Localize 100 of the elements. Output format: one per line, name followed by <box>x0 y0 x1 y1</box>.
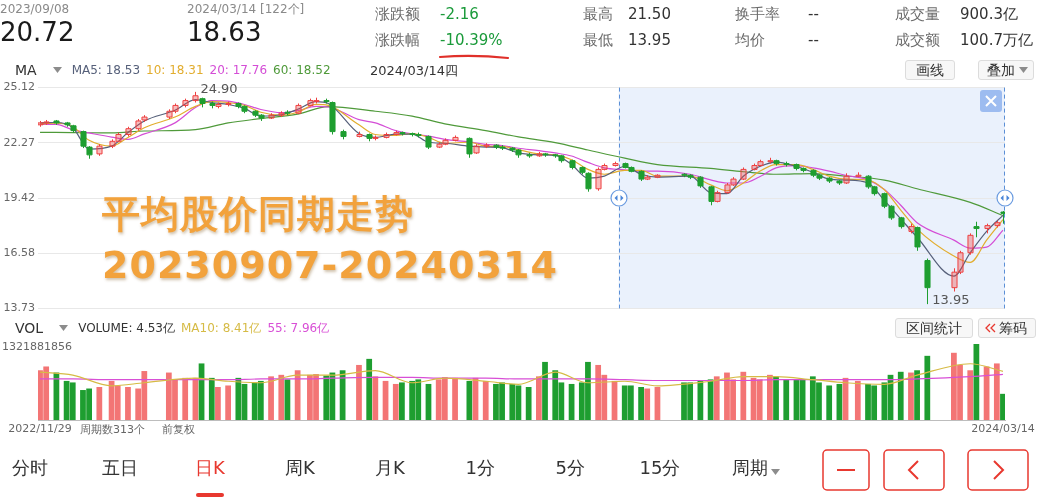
candlestick <box>526 152 533 159</box>
bar <box>740 371 747 420</box>
bar <box>399 382 405 420</box>
text: -2.16 <box>440 5 479 23</box>
annotation: 平均股价同期走势 <box>102 192 414 236</box>
candlestick <box>855 171 862 178</box>
text: 2024/03/14 [122个] <box>187 2 305 17</box>
candlestick <box>366 133 373 142</box>
bar <box>542 361 548 420</box>
candlestick <box>340 129 347 140</box>
candlestick <box>209 101 216 109</box>
text: 成交量 <box>895 5 940 23</box>
bar <box>908 372 914 420</box>
text: 20.72 <box>0 17 75 49</box>
x-tick-label: 2022/11/29 <box>8 422 72 436</box>
bar <box>482 380 489 420</box>
text: 换手率 <box>735 5 780 23</box>
text: MA5: 18.53 <box>71 63 141 77</box>
candlestick <box>967 232 974 256</box>
bar <box>1000 393 1005 420</box>
y-tick-label: 16.58 <box>3 246 35 260</box>
candlestick <box>483 142 490 149</box>
bar <box>914 370 920 420</box>
candlestick <box>773 159 780 167</box>
candlestick <box>994 220 1001 229</box>
candlestick <box>215 102 222 109</box>
text: 18.63 <box>187 17 262 49</box>
bar <box>924 355 931 420</box>
candlestick <box>924 258 931 305</box>
button: 区间统计 <box>895 318 973 338</box>
text: 周K <box>285 457 315 479</box>
candlestick <box>192 91 199 104</box>
annotation: 1321881856 <box>2 340 72 354</box>
annotation: 20230907-20240314 <box>102 243 558 287</box>
y-tick-label: 19.42 <box>3 190 35 204</box>
text: 周期数313个 <box>80 423 145 436</box>
bar <box>372 376 379 420</box>
series-label: 20: 17.76 <box>209 63 268 77</box>
text: 分时 <box>12 457 48 479</box>
bar <box>783 379 790 420</box>
candlestick <box>836 179 843 186</box>
candlestick <box>125 126 132 137</box>
button: 筹码 <box>978 318 1036 338</box>
candlestick <box>43 119 50 126</box>
text: 60: 18.52 <box>273 63 331 77</box>
candlestick <box>612 161 619 167</box>
candlestick <box>96 143 103 157</box>
candlestick <box>442 137 449 146</box>
bar <box>278 374 285 420</box>
bar <box>767 374 773 420</box>
candlestick <box>654 173 661 179</box>
bar <box>525 386 532 420</box>
candlestick <box>53 119 60 126</box>
candlestick <box>172 103 179 114</box>
candlestick <box>284 109 291 116</box>
candlestick <box>724 182 731 195</box>
candlestick <box>914 226 921 252</box>
candlestick <box>356 131 363 138</box>
text: -10.39% <box>440 31 503 49</box>
text: 五日 <box>102 457 138 479</box>
button: 画线 <box>905 60 955 80</box>
candlestick <box>166 108 173 120</box>
text: MA10: 8.41亿 <box>180 319 262 337</box>
candlestick <box>898 216 905 230</box>
candlestick <box>199 97 206 108</box>
y-tick-label: 25.12 <box>3 80 35 94</box>
candlestick <box>452 134 459 142</box>
candlestick <box>843 172 850 185</box>
text: 周期 <box>732 457 768 479</box>
candlestick <box>751 163 758 171</box>
bar <box>967 370 974 420</box>
candlestick <box>473 143 480 155</box>
bar <box>854 380 861 420</box>
candlestick <box>638 169 645 182</box>
candlestick <box>644 174 651 181</box>
bar <box>826 385 833 420</box>
candlestick <box>109 138 116 149</box>
text: VOLUME: 4.53亿 <box>78 319 175 337</box>
button: 叠加 <box>978 60 1034 80</box>
candlestick <box>141 114 148 123</box>
bar <box>366 358 373 420</box>
candlestick <box>595 166 602 192</box>
bar <box>773 376 779 420</box>
bar <box>182 377 189 420</box>
candlestick <box>182 98 189 108</box>
candlestick <box>826 176 833 184</box>
text: -- <box>808 31 819 49</box>
bar <box>644 388 651 420</box>
bar <box>897 371 904 420</box>
text: 涨跌幅 <box>375 31 420 49</box>
legend-title: MA <box>15 62 37 78</box>
candlestick <box>268 112 275 120</box>
bar <box>96 386 103 420</box>
candlestick <box>908 223 915 234</box>
bar <box>294 370 301 420</box>
bar <box>215 386 221 420</box>
bar <box>452 377 458 420</box>
text: 前复权 <box>162 423 195 436</box>
candlestick <box>708 185 715 206</box>
candlestick <box>536 151 543 158</box>
